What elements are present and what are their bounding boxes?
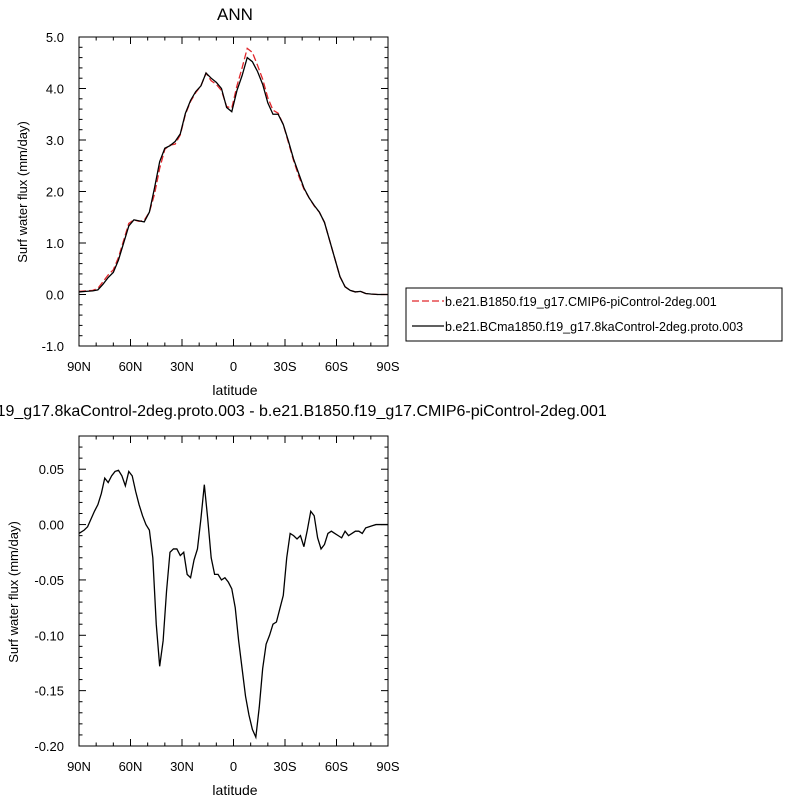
legend-label-series-1: b.e21.B1850.f19_g17.CMIP6-piControl-2deg…: [445, 295, 717, 309]
bottom-y-tick-label: -0.15: [34, 684, 64, 699]
bottom-y-tick-label: 0.05: [39, 462, 64, 477]
top-x-tick-label: 90N: [67, 359, 91, 374]
top-y-tick-label: 0.0: [46, 288, 64, 303]
top-y-tick-label: 1.0: [46, 236, 64, 251]
bottom-y-tick-label: 0.00: [39, 518, 64, 533]
bottom-series-1-line: [79, 469, 388, 740]
bottom-y-tick-label: -0.20: [34, 739, 64, 754]
bottom-y-tick-label: -0.05: [34, 573, 64, 588]
top-x-tick-label: 0: [230, 359, 237, 374]
bottom-x-tick-label: 90S: [376, 759, 399, 774]
bottom-x-tick-label: 60S: [325, 759, 348, 774]
top-chart-title: ANN: [217, 5, 253, 24]
top-y-tick-label: -1.0: [42, 339, 64, 354]
legend: b.e21.B1850.f19_g17.CMIP6-piControl-2deg…: [405, 287, 783, 342]
top-x-tick-label: 90S: [376, 359, 399, 374]
top-y-tick-label: 5.0: [46, 30, 64, 45]
bottom-x-tick-label: 30N: [170, 759, 194, 774]
bottom-x-tick-label: 60N: [119, 759, 143, 774]
top-x-tick-label: 30S: [273, 359, 296, 374]
top-x-axis-label: latitude: [212, 382, 257, 398]
top-y-tick-label: 3.0: [46, 133, 64, 148]
bottom-panel: b.e21.BCma1850.f19_g17.8kaControl-2deg.p…: [0, 403, 607, 798]
top-y-tick-label: 4.0: [46, 82, 64, 97]
top-series-1-line: [79, 47, 388, 296]
top-x-tick-label: 60N: [119, 359, 143, 374]
bottom-x-axis-label: latitude: [212, 782, 257, 798]
top-series-2-line: [79, 56, 388, 296]
bottom-x-tick-label: 0: [230, 759, 237, 774]
bottom-chart-title: b.e21.BCma1850.f19_g17.8kaControl-2deg.p…: [0, 403, 607, 420]
top-x-tick-label: 60S: [325, 359, 348, 374]
top-plot-frame: [78, 36, 389, 347]
bottom-y-axis-label: Surf water flux (mm/day): [6, 521, 21, 663]
bottom-x-tick-label: 30S: [273, 759, 296, 774]
legend-label-series-2: b.e21.BCma1850.f19_g17.8kaControl-2deg.p…: [445, 320, 743, 334]
top-y-axis-label: Surf water flux (mm/day): [15, 121, 30, 263]
top-x-tick-label: 30N: [170, 359, 194, 374]
bottom-y-tick-label: -0.10: [34, 628, 64, 643]
bottom-x-tick-label: 90N: [67, 759, 91, 774]
bottom-plot-frame: [78, 435, 389, 747]
top-y-tick-label: 2.0: [46, 185, 64, 200]
legend-box: [405, 287, 783, 342]
